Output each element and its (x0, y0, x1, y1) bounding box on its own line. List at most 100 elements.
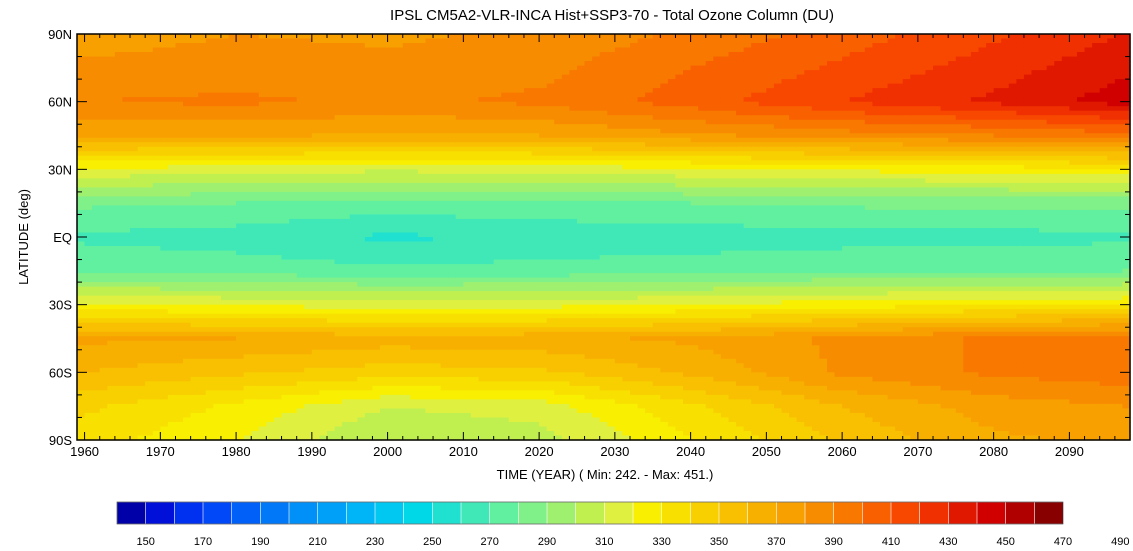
heatmap-cell (220, 142, 230, 148)
heatmap-cell (319, 209, 328, 216)
heatmap-cell (417, 56, 427, 62)
heatmap-cell (183, 43, 192, 49)
heatmap-cell (289, 291, 298, 297)
heatmap-cell (486, 47, 495, 53)
heatmap-cell (220, 56, 230, 62)
heatmap-cell (395, 282, 404, 288)
heatmap-cell (266, 200, 275, 207)
heatmap-cell (493, 97, 502, 103)
heatmap-cell (84, 74, 93, 80)
heatmap-cell (319, 205, 328, 211)
heatmap-cell (486, 403, 495, 410)
heatmap-cell (190, 358, 199, 364)
heatmap-cell (311, 128, 321, 134)
heatmap-cell (107, 340, 116, 346)
heatmap-cell (433, 282, 442, 288)
heatmap-cell (251, 79, 260, 85)
heatmap-cell (152, 358, 161, 364)
heatmap-cell (107, 151, 116, 157)
heatmap-cell (334, 394, 343, 400)
heatmap-cell (326, 394, 336, 400)
heatmap-cell (493, 182, 502, 188)
heatmap-cell (183, 237, 192, 243)
heatmap-cell (175, 313, 184, 319)
heatmap-cell (395, 205, 404, 211)
heatmap-cell (190, 223, 199, 229)
heatmap-cell (493, 178, 502, 184)
heatmap-cell (417, 340, 427, 346)
heatmap-cell (342, 327, 351, 333)
heatmap-cell (114, 164, 124, 170)
heatmap-cell (281, 173, 290, 179)
heatmap-cell (342, 61, 351, 67)
heatmap-cell (228, 264, 237, 270)
heatmap-cell (478, 237, 487, 243)
heatmap-cell (228, 43, 237, 49)
heatmap-cell (160, 137, 169, 143)
heatmap-cell (448, 223, 457, 229)
heatmap-cell (167, 300, 177, 306)
heatmap-cell (114, 119, 124, 125)
heatmap-cell (304, 200, 313, 207)
heatmap-cell (190, 286, 199, 292)
heatmap-cell (455, 385, 464, 391)
heatmap-cell (319, 255, 328, 261)
heatmap-cell (387, 358, 396, 364)
heatmap-cell (258, 286, 267, 292)
heatmap-cell (198, 155, 207, 161)
heatmap-cell (114, 259, 124, 265)
heatmap-cell (342, 133, 351, 139)
heatmap-cell (99, 70, 108, 76)
heatmap-cell (349, 394, 358, 400)
heatmap-cell (122, 214, 131, 220)
heatmap-cell (342, 223, 351, 229)
heatmap-cell (107, 309, 116, 315)
heatmap-cell (281, 322, 290, 328)
heatmap-cell (258, 133, 267, 139)
heatmap-cell (137, 426, 146, 432)
heatmap-cell (319, 385, 328, 391)
heatmap-cell (342, 34, 351, 40)
heatmap-cell (130, 295, 139, 301)
heatmap-cell (205, 345, 214, 351)
heatmap-cell (319, 43, 328, 49)
heatmap-cell (183, 241, 192, 247)
heatmap-cell (289, 38, 298, 44)
heatmap-cell (175, 38, 184, 44)
heatmap-cell (410, 182, 419, 188)
heatmap-cell (387, 124, 396, 130)
heatmap-cell (266, 209, 275, 216)
heatmap-cell (99, 372, 108, 378)
heatmap-cell (387, 381, 396, 387)
heatmap-cell (160, 340, 169, 346)
heatmap-cell (236, 277, 245, 283)
heatmap-cell (402, 227, 411, 234)
heatmap-cell (296, 435, 305, 441)
heatmap-cell (470, 232, 480, 238)
heatmap-cell (402, 354, 411, 360)
heatmap-cell (145, 61, 154, 67)
heatmap-cell (448, 115, 457, 121)
heatmap-cell (175, 282, 184, 288)
heatmap-cell (205, 403, 214, 410)
heatmap-cell (387, 412, 396, 419)
heatmap-cell (463, 214, 472, 220)
heatmap-cell (289, 173, 298, 179)
heatmap-cell (417, 354, 427, 360)
heatmap-cell (478, 187, 487, 193)
heatmap-cell (281, 187, 290, 193)
heatmap-cell (478, 92, 487, 98)
heatmap-cell (357, 38, 366, 44)
heatmap-cell (220, 83, 230, 89)
heatmap-cell (167, 286, 177, 292)
heatmap-cell (433, 241, 442, 247)
heatmap-cell (463, 88, 472, 94)
heatmap-cell (99, 227, 108, 234)
heatmap-cell (311, 367, 321, 373)
heatmap-cell (160, 218, 169, 225)
heatmap-cell (349, 182, 358, 188)
heatmap-cell (92, 169, 101, 175)
heatmap-cell (289, 196, 298, 202)
heatmap-cell (433, 426, 442, 432)
heatmap-cell (198, 282, 207, 288)
